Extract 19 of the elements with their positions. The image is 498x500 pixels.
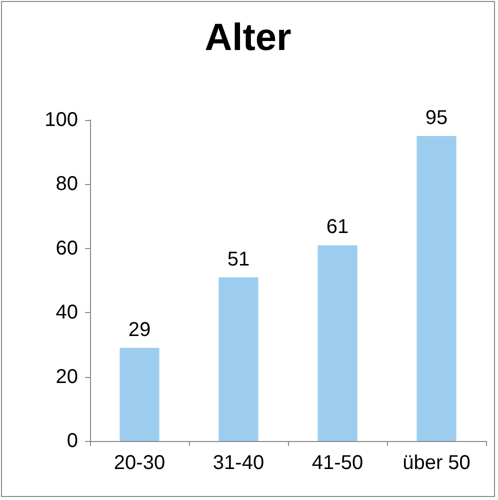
x-tick-label: über 50 — [402, 452, 470, 474]
data-label: 61 — [326, 216, 349, 238]
x-tick-label: 20-30 — [114, 452, 166, 474]
y-tick-label: 40 — [56, 302, 78, 324]
data-label: 95 — [425, 107, 448, 130]
chart-title: Alter — [204, 17, 292, 59]
y-tick-label: 60 — [56, 237, 78, 260]
data-label: 29 — [128, 318, 151, 341]
data-label: 51 — [227, 248, 250, 270]
bar — [218, 277, 258, 441]
y-tick-label: 20 — [56, 366, 78, 388]
bar — [318, 245, 358, 441]
bar — [120, 348, 160, 441]
x-tick-label: 41-50 — [312, 452, 364, 474]
y-tick-label: 0 — [66, 430, 78, 452]
y-tick-label: 80 — [56, 173, 78, 196]
bar — [416, 136, 456, 441]
y-tick-label: 100 — [44, 109, 78, 131]
x-tick-label: 31-40 — [212, 452, 264, 474]
